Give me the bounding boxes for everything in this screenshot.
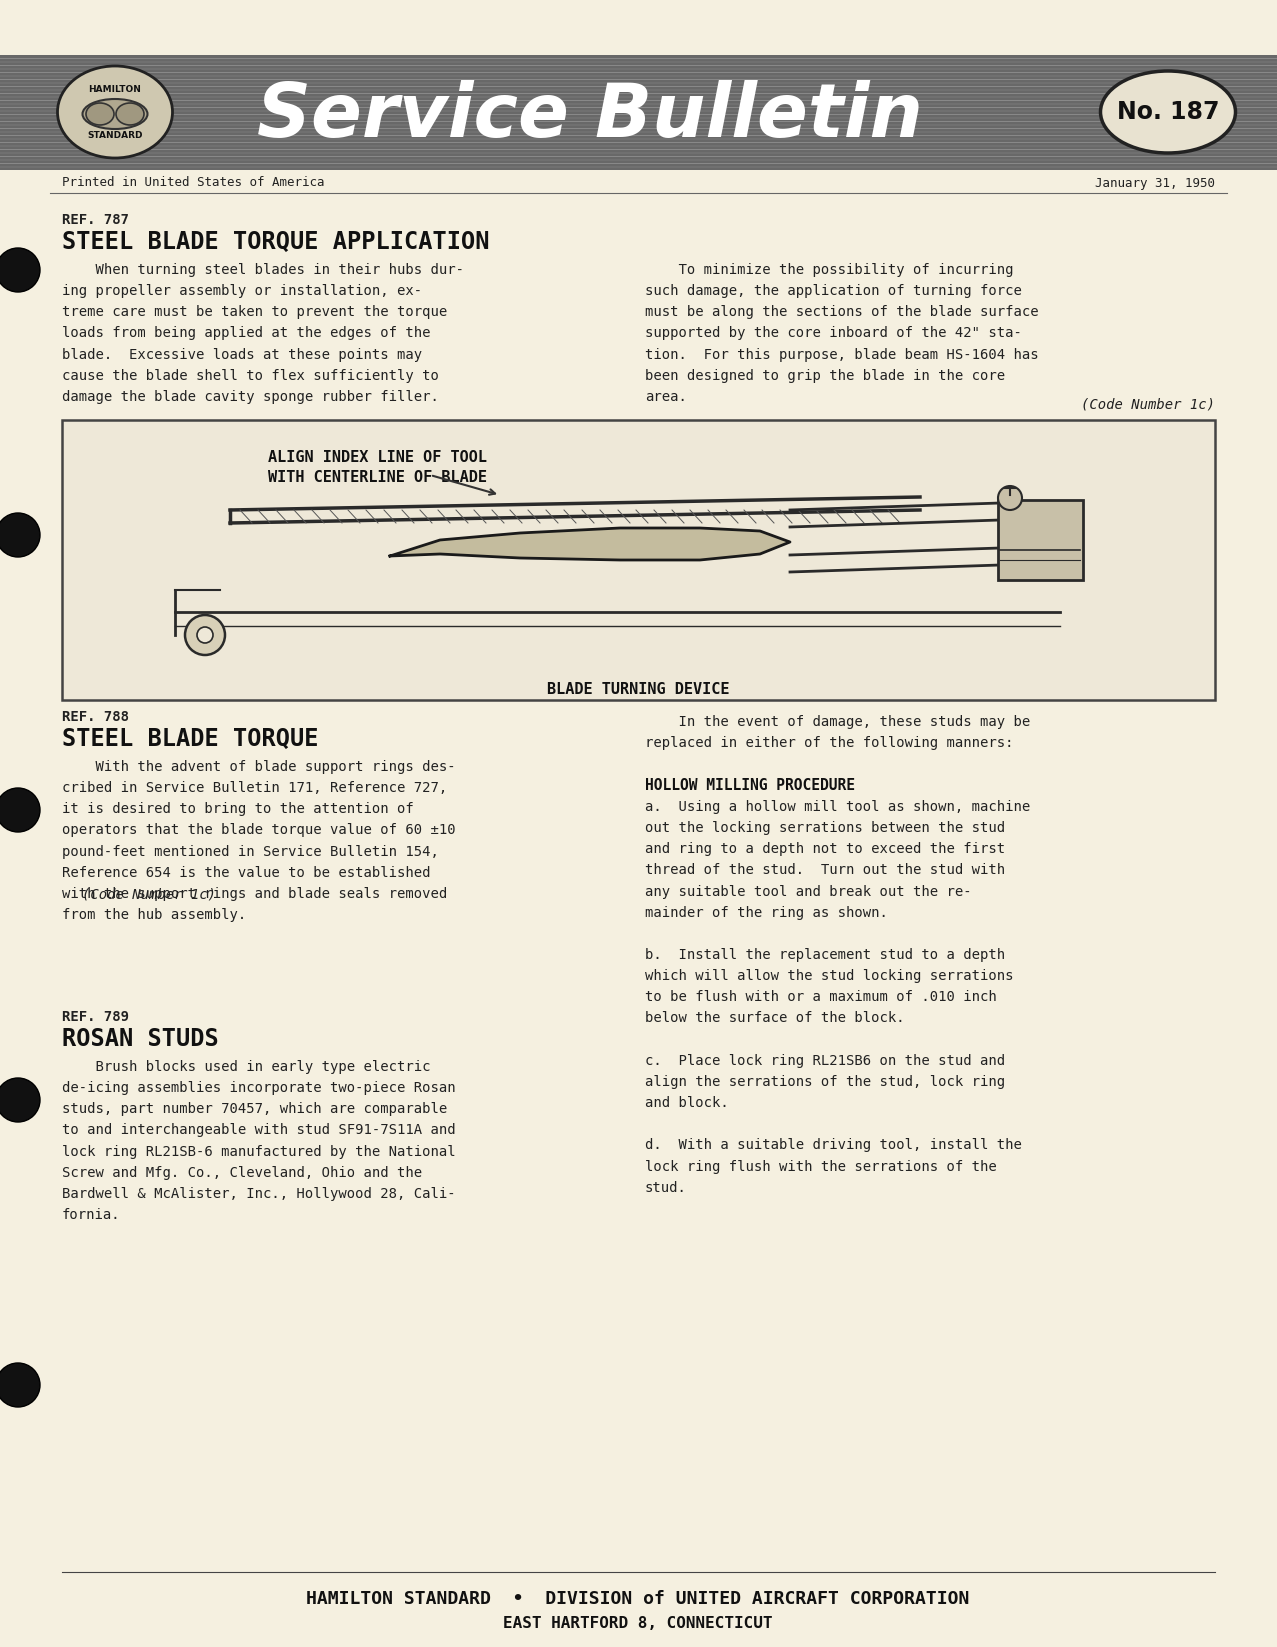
Circle shape	[0, 1079, 40, 1122]
Text: With the advent of blade support rings des-
cribed in Service Bulletin 171, Refe: With the advent of blade support rings d…	[63, 759, 456, 922]
Text: STANDARD: STANDARD	[87, 132, 143, 140]
Circle shape	[0, 249, 40, 292]
Circle shape	[999, 486, 1022, 511]
Text: REF. 789: REF. 789	[63, 1010, 129, 1024]
Text: HAMILTON STANDARD  •  DIVISION of UNITED AIRCRAFT CORPORATION: HAMILTON STANDARD • DIVISION of UNITED A…	[306, 1589, 969, 1607]
Text: Brush blocks used in early type electric
de-icing assemblies incorporate two-pie: Brush blocks used in early type electric…	[63, 1061, 456, 1222]
Circle shape	[197, 628, 213, 642]
Text: HOLLOW MILLING PROCEDURE: HOLLOW MILLING PROCEDURE	[645, 777, 856, 792]
Ellipse shape	[83, 99, 148, 128]
Text: Printed in United States of America: Printed in United States of America	[63, 176, 324, 189]
Circle shape	[185, 614, 225, 656]
Text: HAMILTON: HAMILTON	[88, 86, 142, 94]
Text: WITH CENTERLINE OF BLADE: WITH CENTERLINE OF BLADE	[268, 469, 487, 484]
Circle shape	[0, 512, 40, 557]
Text: REF. 788: REF. 788	[63, 710, 129, 725]
Circle shape	[0, 1364, 40, 1407]
Text: ROSAN STUDS: ROSAN STUDS	[63, 1028, 218, 1051]
Ellipse shape	[86, 104, 114, 125]
Text: BLADE TURNING DEVICE: BLADE TURNING DEVICE	[547, 682, 729, 697]
Text: When turning steel blades in their hubs dur-
ing propeller assembly or installat: When turning steel blades in their hubs …	[63, 264, 464, 404]
Text: In the event of damage, these studs may be
replaced in either of the following m: In the event of damage, these studs may …	[645, 715, 1031, 749]
Text: (Code Number 1c): (Code Number 1c)	[82, 888, 216, 903]
Text: STEEL BLADE TORQUE APPLICATION: STEEL BLADE TORQUE APPLICATION	[63, 231, 489, 254]
Polygon shape	[389, 529, 790, 560]
Text: REF. 787: REF. 787	[63, 212, 129, 227]
Text: a.  Using a hollow mill tool as shown, machine
out the locking serrations betwee: a. Using a hollow mill tool as shown, ma…	[645, 800, 1031, 1194]
Ellipse shape	[1101, 71, 1236, 153]
Bar	[0, 0, 1277, 54]
Bar	[63, 420, 1214, 700]
Ellipse shape	[116, 104, 144, 125]
Text: January 31, 1950: January 31, 1950	[1094, 176, 1214, 189]
Text: No. 187: No. 187	[1117, 100, 1220, 124]
Circle shape	[0, 787, 40, 832]
Text: (Code Number 1c): (Code Number 1c)	[1082, 399, 1214, 412]
Text: STEEL BLADE TORQUE: STEEL BLADE TORQUE	[63, 726, 318, 751]
Text: EAST HARTFORD 8, CONNECTICUT: EAST HARTFORD 8, CONNECTICUT	[503, 1616, 773, 1631]
Bar	[0, 54, 1277, 170]
Bar	[999, 501, 1083, 580]
Ellipse shape	[57, 66, 172, 158]
Text: Service Bulletin: Service Bulletin	[257, 79, 923, 153]
Text: ALIGN INDEX LINE OF TOOL: ALIGN INDEX LINE OF TOOL	[268, 450, 487, 464]
Text: To minimize the possibility of incurring
such damage, the application of turning: To minimize the possibility of incurring…	[645, 264, 1038, 404]
